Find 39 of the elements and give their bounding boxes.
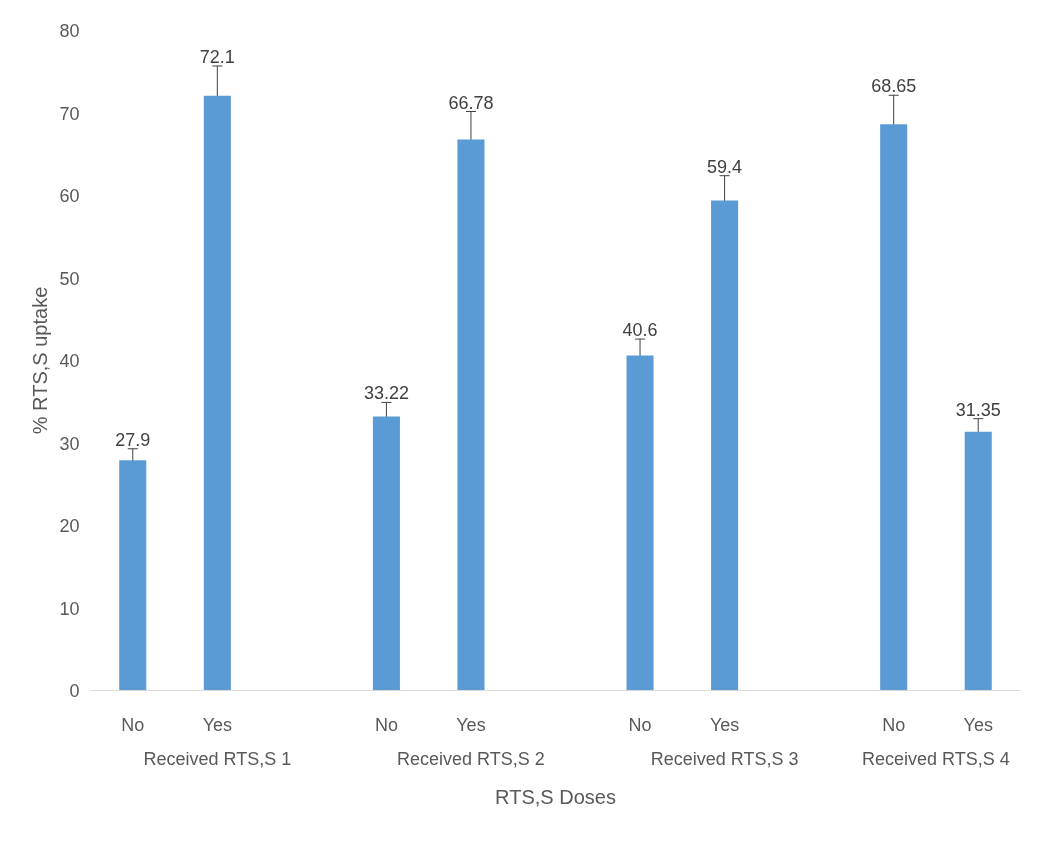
x-axis-title: RTS,S Doses (495, 785, 616, 808)
y-axis-title: % RTS,S uptake (29, 286, 52, 435)
bar (457, 139, 485, 691)
bar (964, 431, 992, 691)
y-tick-label: 0 (69, 681, 80, 701)
data-label: 27.9 (115, 429, 151, 450)
y-tick-label: 50 (59, 268, 80, 289)
text: Received RTS,S 2 (397, 748, 545, 769)
bar (880, 124, 908, 691)
bar (626, 355, 654, 691)
y-tick-label: 60 (59, 186, 80, 206)
y-tick-label: 80 (59, 21, 80, 41)
y-tick-label: 10 (59, 598, 80, 619)
y-tick-label: 70 (59, 103, 80, 124)
x-tick-label: No (374, 714, 398, 735)
x-tick-label: No (121, 714, 145, 735)
x-tick-label: Yes (456, 714, 486, 735)
x-tick-label: No (628, 714, 652, 735)
x-tick-label: Yes (709, 714, 740, 735)
bar (711, 200, 739, 691)
data-label: 66.78 (448, 92, 494, 113)
y-tick-label: 40 (59, 351, 80, 371)
text: Received RTS,S 1 (143, 748, 292, 769)
data-label: 59.4 (707, 156, 743, 177)
text: Received RTS,S 4 (862, 748, 1010, 769)
x-tick-label: Yes (202, 714, 233, 735)
data-label: 72.1 (199, 46, 235, 67)
data-label: 31.35 (955, 399, 1001, 420)
data-label: 68.65 (871, 76, 917, 97)
bar (203, 95, 231, 691)
x-tick-label: No (882, 714, 906, 735)
x-tick-label: Yes (963, 714, 993, 735)
text: Received RTS,S 3 (650, 748, 799, 769)
data-label: 33.22 (363, 383, 409, 404)
y-tick-label: 20 (59, 516, 80, 536)
bar (372, 416, 400, 691)
data-label: 40.6 (622, 320, 658, 341)
bar (119, 460, 147, 691)
y-tick-label: 30 (59, 433, 80, 454)
